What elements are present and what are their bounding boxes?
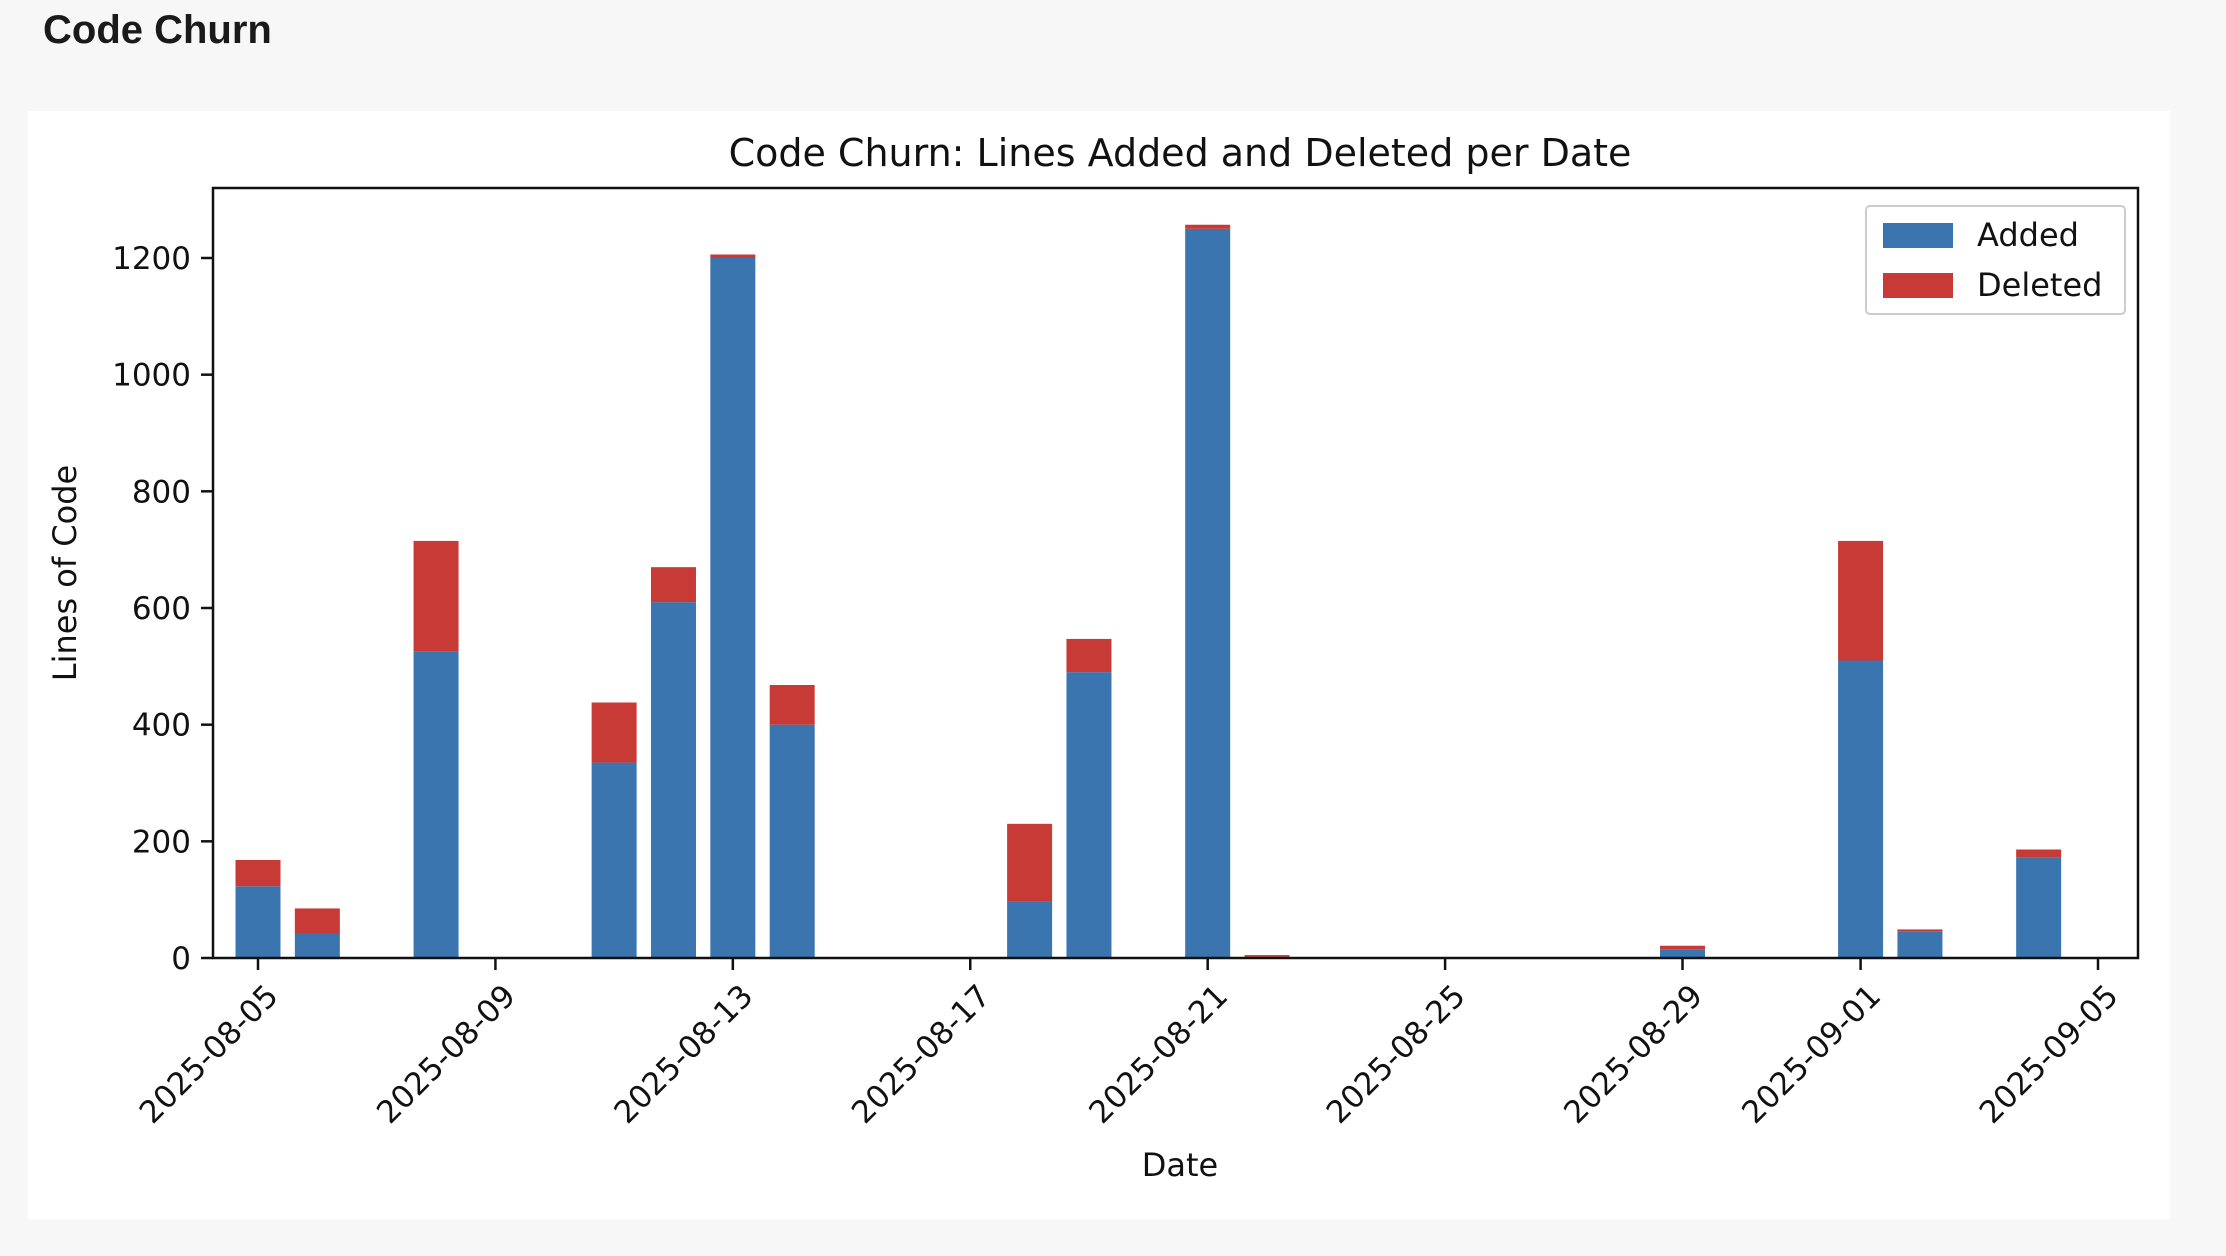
y-tick-label: 1000 [112, 358, 191, 394]
bar-deleted-2025-08-05 [235, 860, 281, 887]
bar-added-2025-08-21 [1185, 228, 1231, 958]
y-tick-label: 200 [132, 824, 191, 860]
bar-deleted-2025-08-19 [1066, 638, 1112, 673]
y-tick-label: 0 [171, 941, 191, 977]
bar-deleted-2025-08-11 [591, 702, 637, 763]
x-axis-ticks: 2025-08-05 2025-08-09 2025-08-13 2025-08-17… [133, 958, 2126, 1131]
legend: Added Deleted [1865, 205, 2126, 315]
x-tick-label: 2025-09-05 [1973, 978, 2126, 1131]
bar-added-2025-08-14 [769, 724, 815, 958]
bar-deleted-2025-08-12 [650, 567, 696, 603]
bar-added-2025-09-04 [2016, 857, 2062, 958]
bar-deleted-2025-08-29 [1660, 945, 1706, 950]
x-tick-label: 2025-08-21 [1082, 978, 1235, 1131]
bar-added-2025-09-01 [1838, 660, 1884, 958]
x-tick-label: 2025-08-13 [607, 978, 760, 1131]
x-tick-label: 2025-08-09 [370, 978, 523, 1131]
bar-added-2025-08-13 [710, 258, 756, 958]
y-tick-label: 1200 [112, 241, 191, 277]
legend-label-deleted: Deleted [1977, 266, 2102, 304]
legend-swatch-deleted [1883, 273, 1953, 298]
y-tick-label: 400 [132, 708, 191, 744]
bar-added-2025-08-29 [1660, 949, 1706, 958]
bar-deleted-2025-09-04 [2016, 849, 2062, 858]
bar-added-2025-08-19 [1066, 672, 1112, 958]
bar-deleted-2025-08-22 [1244, 955, 1290, 957]
bar-deleted-2025-08-13 [710, 254, 756, 258]
page-title: Code Churn [43, 8, 272, 52]
bar-added-2025-08-11 [591, 762, 637, 958]
x-tick-label: 2025-08-25 [1320, 978, 1473, 1131]
x-tick-label: 2025-08-29 [1557, 978, 1710, 1131]
plot-frame [211, 186, 2140, 960]
x-tick-label: 2025-09-01 [1735, 978, 1888, 1131]
bar-deleted-2025-08-14 [769, 685, 815, 725]
bar-deleted-2025-09-02 [1897, 929, 1943, 932]
bar-added-2025-08-06 [294, 933, 340, 958]
y-tick-label: 600 [132, 591, 191, 627]
bar-added-2025-08-05 [235, 886, 281, 958]
bar-deleted-2025-08-08 [413, 540, 459, 652]
bar-deleted-2025-08-18 [1007, 823, 1053, 902]
bars-layer [235, 224, 2062, 958]
bar-deleted-2025-08-06 [294, 908, 340, 934]
y-axis-ticks: 0 200 400 600 800 1000 1200 [112, 241, 213, 977]
legend-label-added: Added [1977, 216, 2079, 254]
chart-card: Code Churn: Lines Added and Deleted per … [28, 111, 2170, 1219]
chart-title: Code Churn: Lines Added and Deleted per … [729, 131, 1632, 175]
bar-deleted-2025-08-21 [1185, 224, 1231, 229]
y-axis-label: Lines of Code [46, 465, 84, 681]
bar-added-2025-09-02 [1897, 931, 1943, 958]
legend-swatch-added [1883, 223, 1953, 248]
bar-added-2025-08-12 [650, 602, 696, 958]
x-axis-label: Date [1142, 1146, 1218, 1184]
x-tick-label: 2025-08-17 [845, 978, 998, 1131]
bar-added-2025-08-18 [1007, 901, 1053, 958]
y-tick-label: 800 [132, 474, 191, 510]
code-churn-chart: Code Churn: Lines Added and Deleted per … [46, 131, 2140, 1184]
x-tick-label: 2025-08-05 [133, 978, 286, 1131]
bar-deleted-2025-09-01 [1838, 540, 1884, 661]
bar-added-2025-08-08 [413, 651, 459, 958]
